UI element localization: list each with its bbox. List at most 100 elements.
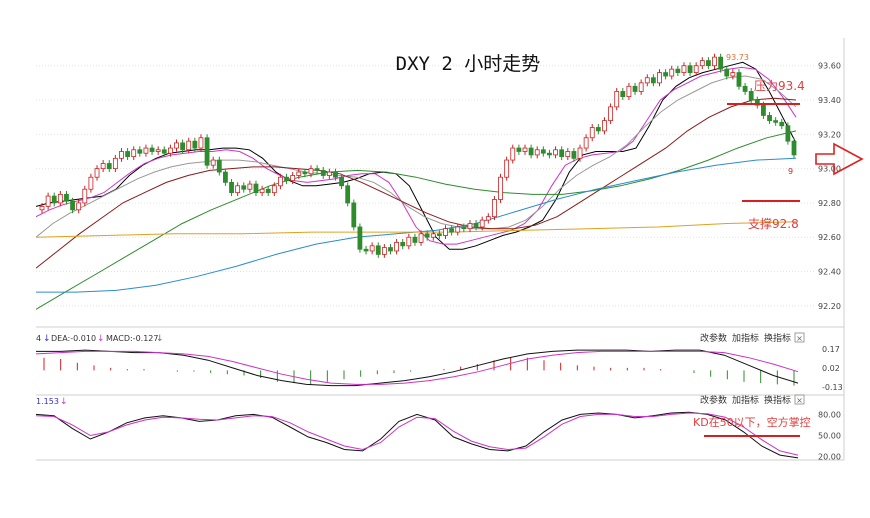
candle-body (351, 202, 357, 228)
candle-body (583, 137, 589, 149)
y-tick-label: 93.40 (818, 96, 841, 105)
kdj-y-tick-label: 20.00 (818, 452, 841, 461)
candle-body (675, 68, 681, 73)
macd-params-button[interactable]: 改参数 (700, 332, 727, 344)
candle-body (773, 120, 779, 123)
macd-add-indicator-button[interactable]: 加指标 (732, 332, 759, 344)
candle-body (88, 176, 94, 190)
candle-body (614, 91, 620, 108)
candle-body (620, 91, 626, 97)
candle-body (320, 169, 326, 176)
kdj-add-indicator-button[interactable]: 加指标 (732, 394, 759, 406)
candle-body (400, 241, 406, 247)
candle-body (761, 104, 766, 116)
candle-body (345, 185, 351, 204)
candle-body (528, 147, 534, 156)
candle-body (687, 65, 693, 73)
candle-body (730, 72, 736, 77)
candle-body (534, 149, 540, 156)
candle-body (265, 188, 271, 194)
candle-body (467, 223, 473, 230)
candle-body (443, 228, 448, 236)
kdj-params-button[interactable]: 改参数 (700, 394, 727, 406)
candle-body (45, 195, 51, 207)
candle-body (650, 77, 656, 84)
moving-average-line-2 (36, 75, 797, 238)
kdj-close-button[interactable] (794, 394, 805, 405)
kdj-y-tick-label: 50.00 (818, 431, 841, 440)
candle-body (94, 168, 100, 178)
candle-body (559, 149, 565, 158)
candle-body (595, 127, 601, 132)
candle-body (418, 233, 424, 243)
candle-body (216, 159, 222, 173)
candle-body (241, 185, 247, 190)
candle-body (791, 140, 797, 156)
macd-close-button[interactable] (794, 332, 805, 343)
candle-body (106, 163, 112, 170)
candle-body (430, 233, 436, 238)
candle-body (210, 159, 216, 166)
candle-body (186, 140, 192, 151)
macd-switch-indicator-button[interactable]: 换指标 (764, 332, 791, 344)
candle-body (39, 205, 45, 211)
candle-body (70, 200, 75, 211)
candle-body (131, 149, 137, 158)
y-tick-label: 93.00 (818, 165, 841, 174)
macd-partial-label: 4 (36, 334, 41, 343)
candle-body (724, 68, 730, 77)
candle-body (369, 245, 375, 252)
candle-body (522, 147, 528, 152)
candle-body (51, 195, 57, 204)
candle-body (748, 91, 754, 101)
y-tick-label: 93.60 (818, 62, 841, 71)
candle-body (326, 171, 332, 176)
candle-body (119, 151, 124, 159)
candle-body (718, 56, 724, 70)
candle-body (259, 188, 265, 194)
candle-body (388, 247, 393, 252)
candle-body (779, 121, 785, 127)
candle-body (125, 151, 130, 158)
candle-body (681, 65, 687, 73)
low-marker: 9 (788, 167, 793, 176)
candle-body (155, 149, 161, 152)
candle-body (180, 142, 186, 151)
candle-body (644, 77, 650, 84)
candle-body (64, 193, 69, 202)
candle-body (229, 181, 234, 194)
candle-body (693, 65, 699, 73)
candle-body (485, 216, 491, 221)
candle-body (143, 147, 149, 154)
candle-body (455, 226, 461, 233)
macd-y-tick-label: -0.13 (822, 383, 843, 392)
candle-body (504, 159, 510, 178)
candle-body (339, 176, 344, 187)
y-tick-label: 93.20 (818, 130, 841, 139)
candle-body (589, 127, 595, 139)
candle-body (577, 147, 583, 159)
candle-body (406, 236, 412, 247)
candle-body (498, 176, 503, 200)
candle-body (412, 236, 418, 243)
candle-body (767, 115, 772, 122)
candle-body (565, 151, 571, 158)
macd-dea-arrow-icon: ↓ (43, 334, 51, 344)
candle-body (161, 149, 167, 154)
candle-body (198, 137, 204, 149)
candle-body (571, 151, 577, 159)
candle-body (712, 56, 717, 67)
kdj-k-line (36, 411, 799, 459)
candle-body (137, 149, 143, 154)
macd-y-tick-label: 0.17 (822, 345, 840, 354)
macd-histogram-arrow-icon: ↓ (156, 334, 164, 344)
candle-body (100, 163, 106, 170)
candle-body (308, 168, 314, 175)
kdj-switch-indicator-button[interactable]: 换指标 (764, 394, 791, 406)
candle-body (247, 183, 253, 190)
candle-body (706, 60, 711, 67)
candle-body (602, 120, 607, 132)
candle-body (253, 183, 259, 194)
